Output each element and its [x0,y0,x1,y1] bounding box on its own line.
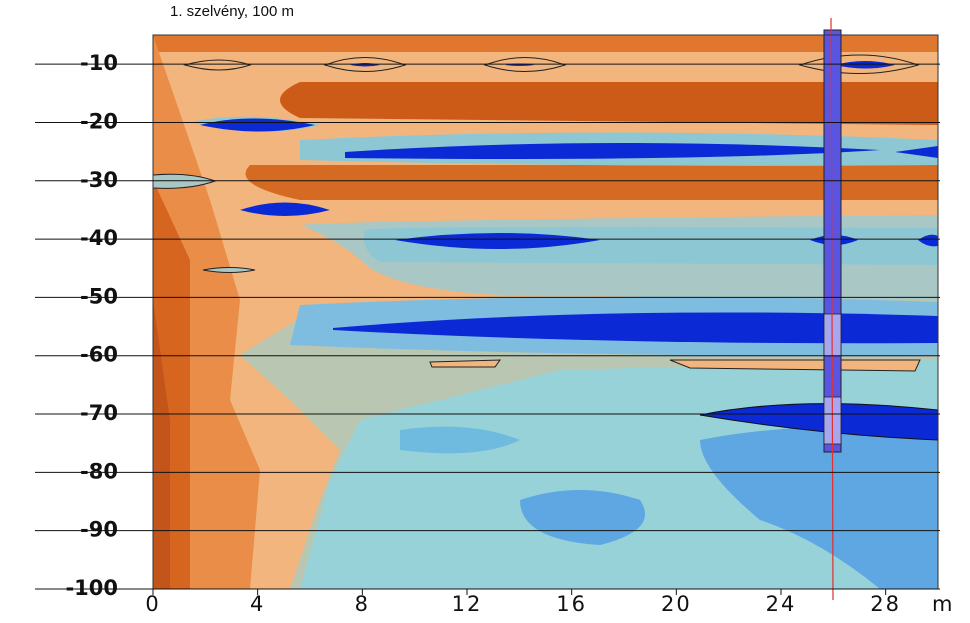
x-tick-label: 0 [145,592,160,616]
x-tick-label: 24 [766,592,797,616]
x-tick-label: 28 [870,592,901,616]
y-tick-label: -100 [65,576,118,600]
x-tick-label: 8 [355,592,370,616]
x-unit: m [932,592,954,616]
x-tick-label: 12 [452,592,483,616]
y-tick-label: -40 [80,226,118,250]
contour-field [153,35,938,589]
y-tick-label: -20 [80,109,118,133]
y-tick-label: -70 [80,401,118,425]
y-tick-label: -10 [80,51,118,75]
y-tick-label: -50 [80,284,118,308]
y-tick-label: -30 [80,168,118,192]
chart-title: 1. szelvény, 100 m [170,3,294,20]
y-tick-label: -90 [80,518,118,542]
y-tick-label: -60 [80,343,118,367]
x-tick-label: 16 [556,592,587,616]
x-tick-label: 4 [250,592,265,616]
x-tick-label: 20 [661,592,692,616]
borehole [823,17,842,601]
y-tick-label: -80 [80,459,118,483]
